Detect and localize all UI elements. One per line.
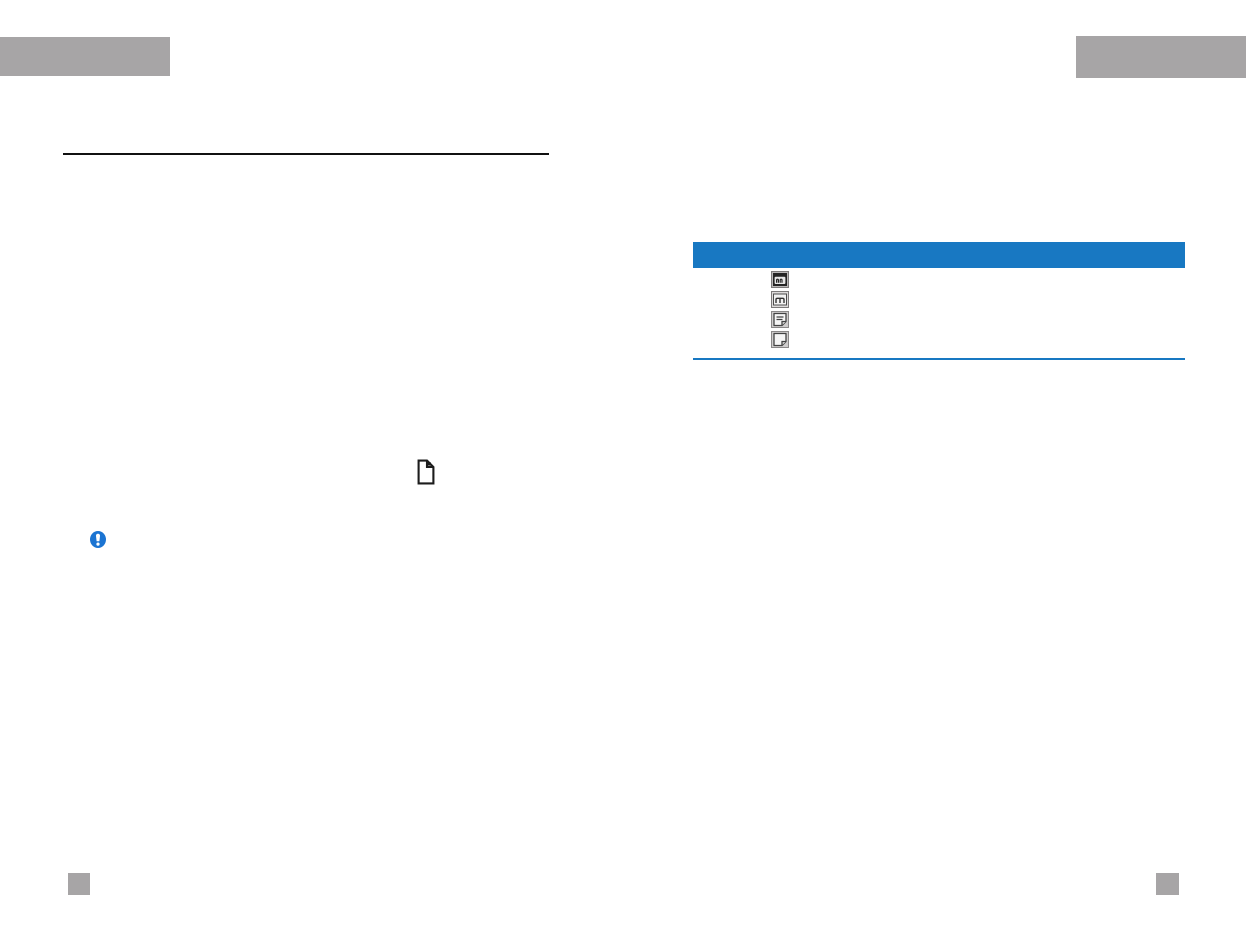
page-number-box-left [68, 873, 90, 895]
section-header-label [693, 242, 1185, 268]
document-icon [416, 458, 436, 486]
section-rule [63, 153, 549, 155]
section-divider-rule [693, 358, 1185, 360]
inbox-message-icon [771, 291, 789, 308]
left-page-header-label [0, 37, 170, 76]
right-page-header-tab [1076, 36, 1246, 78]
memo-lines-icon [771, 311, 789, 328]
page-number-left [68, 873, 90, 895]
left-page-header-tab [0, 37, 170, 76]
section-header-bar [693, 242, 1185, 268]
page-number-right [1156, 873, 1179, 895]
write-message-icon [771, 271, 789, 288]
page-number-box-right [1156, 873, 1179, 895]
right-page-header-label [1076, 36, 1246, 78]
note-exclamation-icon [90, 531, 106, 548]
memo-blank-icon [771, 331, 789, 348]
